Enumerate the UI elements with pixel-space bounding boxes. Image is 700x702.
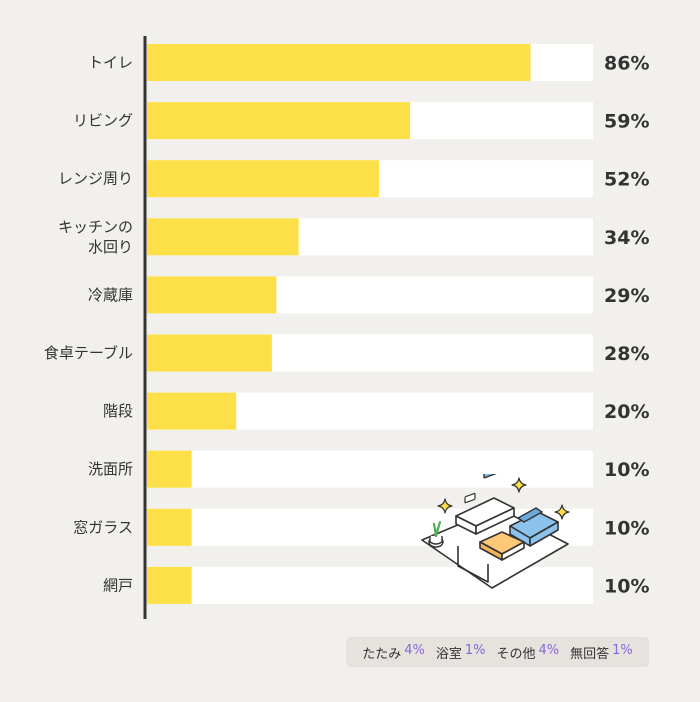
legend-name: 浴室 [435,646,462,662]
legend-value: 4% [404,642,425,658]
value-label: 10% [604,517,649,539]
sparkle-icon [437,498,453,514]
legend-name: 無回答 [570,646,610,662]
value-label: 52% [604,169,649,191]
value-label: 10% [604,459,649,481]
bar [147,102,411,140]
bar [147,508,192,546]
category-label: キッチンの水回り [58,218,133,256]
legend-name: たたみ [362,646,402,662]
category-label: レンジ周り [58,170,133,188]
bar [147,218,299,256]
legend-item: たたみ 4% [362,643,425,662]
value-label: 34% [604,227,649,249]
category-label: リビング [73,112,133,130]
sparkle-icon [511,477,527,493]
value-label: 29% [604,285,649,307]
bar [147,566,192,604]
bar [147,334,272,372]
bars [147,44,531,604]
value-label: 10% [604,575,649,597]
bar [147,392,237,430]
legend-value: 1% [612,642,633,658]
value-label: 20% [604,401,649,423]
legend-value: 4% [538,642,560,658]
sparkle-icon [554,504,570,520]
bar [147,276,277,314]
category-label: 食卓テーブル [44,344,133,362]
value-labels: 86% 59% 52% 34% 29% 28% 20% 10% 10% 10% [604,53,649,598]
legend-value: 1% [464,642,486,658]
others-legend: たたみ 4% 浴室 1% その他 4% 無回答 1% [346,637,649,667]
value-label: 86% [604,53,649,75]
category-label: 階段 [103,402,133,420]
legend-item: 無回答 1% [570,643,633,662]
category-label: 洗面所 [88,460,133,478]
category-label: トイレ [88,54,133,72]
value-label: 28% [604,343,649,365]
category-label: 窓ガラス [73,518,133,536]
category-label: 網戸 [103,576,133,594]
legend-name: その他 [496,646,536,662]
legend-item: 浴室 1% [436,643,486,662]
bar [147,450,192,488]
category-label: 冷蔵庫 [88,286,133,304]
bar [147,44,531,81]
legend-item: その他 4% [497,643,560,662]
bar [147,160,379,198]
value-label: 59% [604,111,649,133]
living-room-illustration-icon [421,474,569,589]
